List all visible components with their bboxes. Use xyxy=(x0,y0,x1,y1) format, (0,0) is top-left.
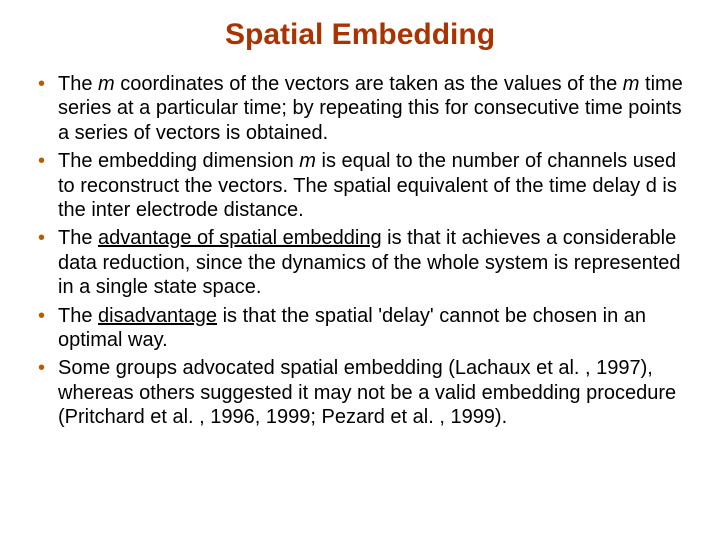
list-item: The advantage of spatial embedding is th… xyxy=(34,226,686,299)
list-item: Some groups advocated spatial embedding … xyxy=(34,356,686,429)
text: The embedding dimension xyxy=(58,150,299,172)
italic-text: m xyxy=(623,73,640,95)
slide: Spatial Embedding The m coordinates of t… xyxy=(0,0,720,540)
list-item: The embedding dimension m is equal to th… xyxy=(34,149,686,222)
underline-text: advantage of spatial embedding xyxy=(98,227,382,249)
slide-title: Spatial Embedding xyxy=(34,18,686,52)
underline-text: disadvantage xyxy=(98,305,217,327)
italic-text: m xyxy=(98,73,115,95)
bullet-list: The m coordinates of the vectors are tak… xyxy=(34,72,686,429)
text: Some groups advocated spatial embedding … xyxy=(58,357,676,428)
italic-text: m xyxy=(299,150,316,172)
list-item: The m coordinates of the vectors are tak… xyxy=(34,72,686,145)
text: coordinates of the vectors are taken as … xyxy=(115,73,623,95)
text: The xyxy=(58,227,98,249)
text: The xyxy=(58,305,98,327)
list-item: The disadvantage is that the spatial 'de… xyxy=(34,304,686,353)
text: The xyxy=(58,73,98,95)
